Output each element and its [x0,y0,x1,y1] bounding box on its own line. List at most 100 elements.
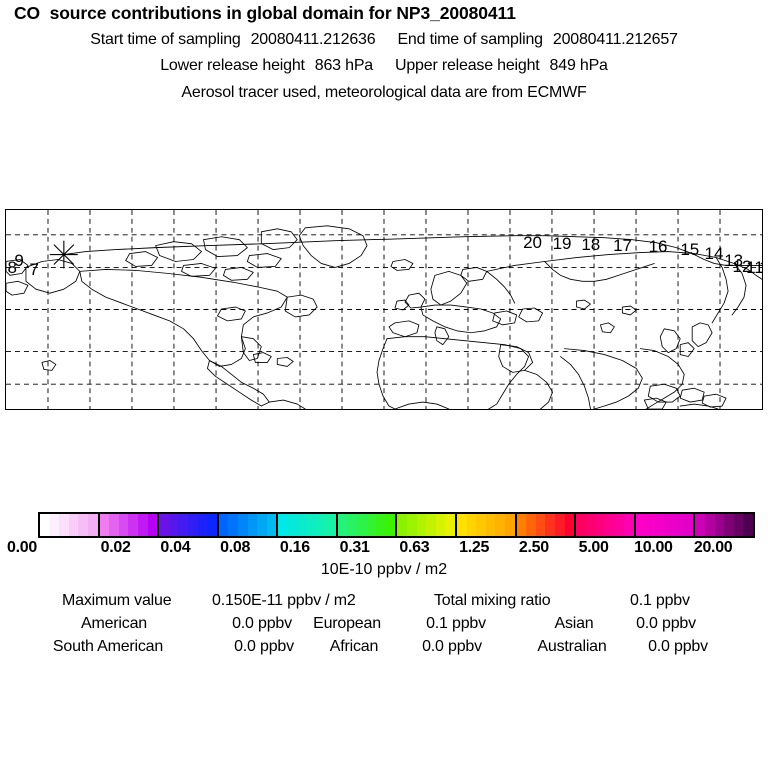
colorbar-unit-label: 10E-10 ppbv / m2 [320,561,448,578]
trajectory-label: 17 [613,236,632,256]
region-value-south-american: 0.0 ppbv [234,638,294,655]
map-coastlines [6,225,762,409]
colorbar-segment [278,514,338,536]
colorbar-step [495,514,506,536]
colorbar-segment [159,514,219,536]
colorbar-segment [635,514,696,536]
tracer-note: Aerosol tracer used, meteorological data… [181,84,587,101]
colorbar-step [237,514,248,536]
colorbar-step [555,514,565,536]
upper-release-value: 849 hPa [549,57,608,74]
colorbar-step [704,514,715,536]
colorbar-step [178,514,188,536]
trajectory-label: 10 [759,259,762,276]
colorbar-segment [695,514,753,536]
colorbar-step [516,514,527,536]
colorbar-step [307,514,317,536]
trajectory-label: 15 [680,239,700,259]
colorbar-step [297,514,308,536]
colorbar-step [187,514,198,536]
colorbar-step [337,514,348,536]
colorbar-tick: 20.00 [693,539,733,556]
colorbar-step [635,514,646,536]
colorbar-step [218,514,229,536]
colorbar-step [147,514,158,536]
colorbar [38,512,755,538]
colorbar-segment [40,514,100,536]
colorbar-step [168,514,179,536]
colorbar-segment [99,514,160,536]
colorbar-step [385,514,396,536]
colorbar-step [68,514,79,536]
trajectory-label: 8 [7,257,17,277]
colorbar-step [49,514,60,536]
trajectory-label: 7 [29,259,39,279]
region-label-american: American [81,615,147,632]
colorbar-step [347,514,358,536]
colorbar-step [397,514,408,536]
trajectory-label: 11 [746,257,763,277]
stats-row-north: American 0.0 ppbv European 0.1 ppbv Asia… [0,615,768,638]
colorbar-tick-labels: 0.00 0.02 0.04 0.08 0.16 0.31 0.63 1.25 2.50 5.00… [0,539,768,559]
colorbar-tick: 0.02 [100,539,131,556]
lower-release-label: Lower release height [160,57,305,74]
colorbar-segment [337,514,398,536]
region-value-asian: 0.0 ppbv [636,615,696,632]
colorbar-step [683,514,694,536]
colorbar-segment [397,514,458,536]
release-height-line: Lower release height 863 hPa Upper release… [0,57,768,75]
colorbar-step [714,514,725,536]
colorbar-step [604,514,615,536]
colorbar-step [564,514,575,536]
colorbar-step [457,514,467,536]
colorbar-step [159,514,169,536]
region-value-european: 0.1 ppbv [426,615,486,632]
colorbar-step [376,514,386,536]
colorbar-step [466,514,477,536]
colorbar-step [326,514,336,536]
colorbar-tick: 2.50 [518,539,549,556]
colorbar-step [664,514,675,536]
trajectory-label: 20 [523,232,543,252]
colorbar-step [724,514,734,536]
stats-row-south: South American 0.0 ppbv African 0.0 ppbv… [0,638,768,661]
colorbar-step [435,514,446,536]
world-map-panel: 20 19 18 17 16 15 14 13 12 11 10 9 8 7 [5,209,763,410]
colorbar-step [733,514,744,536]
trajectory-label: 12 [732,256,752,276]
colorbar-step [87,514,98,536]
colorbar-tick: 0.04 [160,539,191,556]
colorbar-step [695,514,705,536]
trajectory-label: 14 [704,244,724,264]
colorbar-step [445,514,456,536]
colorbar-segment [218,514,279,536]
colorbar-step [743,514,753,536]
colorbar-step [645,514,655,536]
colorbar-step [266,514,277,536]
colorbar-step [416,514,427,536]
region-label-african: African [329,638,379,655]
colorbar-step [137,514,148,536]
colorbar-step [128,514,138,536]
colorbar-step [316,514,327,536]
region-value-australian: 0.0 ppbv [648,638,708,655]
colorbar-step [366,514,377,536]
region-label-south-american: South American [52,638,164,655]
stats-row-totals: Maximum value 0.150E-11 ppbv / m2 Total … [0,592,768,615]
colorbar-step [207,514,217,536]
region-label-european: European [313,615,381,632]
upper-release-label: Upper release height [395,57,540,74]
colorbar-step [595,514,605,536]
colorbar-tick: 10.00 [634,539,673,556]
start-time-value: 20080411.212636 [250,31,376,48]
end-time-label: End time of sampling [397,31,543,48]
total-mixing-ratio-label: Total mixing ratio [434,592,551,609]
colorbar-tick: 0.16 [279,539,310,556]
total-mixing-ratio-value: 0.1 ppbv [630,592,690,609]
trajectory-label: 9 [14,250,24,270]
release-star-icon [49,240,78,269]
end-time-value: 20080411.212657 [552,31,678,48]
colorbar-step [585,514,596,536]
colorbar-step [357,514,367,536]
